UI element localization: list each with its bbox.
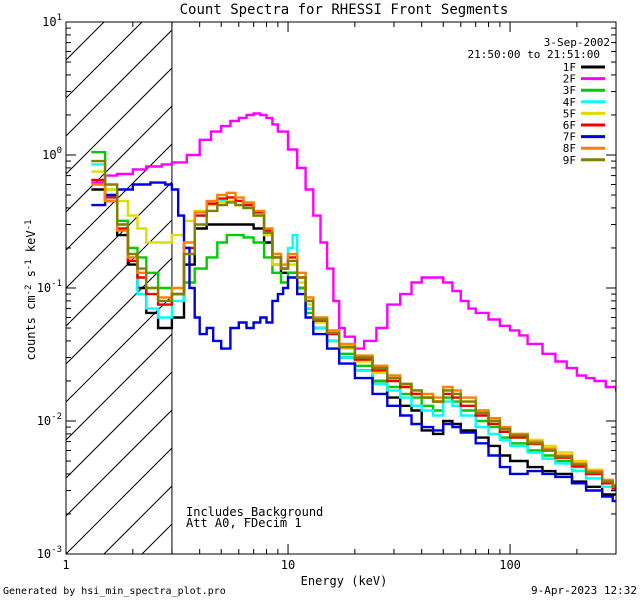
legend-label-2f: 2F	[563, 73, 576, 86]
x-axis-label: Energy (keV)	[301, 574, 388, 588]
x-tick-label: 10	[281, 558, 295, 572]
legend-label-1f: 1F	[563, 61, 576, 74]
timestamp: 9-Apr-2023 12:32	[531, 584, 637, 597]
series-2f	[91, 112, 616, 392]
y-axis-label: counts cm-2 s-1 keV-1	[24, 220, 38, 361]
legend-label-8f: 8F	[563, 142, 576, 155]
series-7f	[91, 181, 616, 503]
generated-by: Generated by hsi_min_spectra_plot.pro	[3, 586, 226, 597]
hatch-line	[66, 105, 172, 213]
series-layer	[91, 112, 616, 503]
legend-label-6f: 6F	[563, 119, 576, 132]
legend-label-3f: 3F	[563, 84, 576, 97]
y-tick-label: 10-2	[37, 412, 62, 428]
series-9f	[91, 159, 616, 488]
hatch-line	[66, 219, 172, 327]
legend-label-7f: 7F	[563, 131, 576, 144]
hatch-line	[66, 447, 172, 554]
y-tick-label: 10-1	[37, 279, 62, 295]
background-annotation: Includes_Background	[186, 505, 323, 519]
legend-label-9f: 9F	[563, 154, 576, 167]
hatch-line	[66, 67, 172, 175]
x-tick-label: 100	[499, 558, 521, 572]
y-tick-label: 100	[42, 146, 62, 162]
attenuator-annotation: Att A0, FDecim 1	[186, 516, 302, 530]
date-label: 3-Sep-2002	[544, 36, 610, 49]
legend-label-4f: 4F	[563, 96, 576, 109]
axis-ticks: 1 10 100 10-3 10-2 10-1 100 101	[37, 13, 617, 572]
y-tick-label: 10-3	[37, 545, 62, 561]
hatch-line	[66, 409, 172, 517]
chart-title: Count Spectra for RHESSI Front Segments	[180, 2, 509, 18]
legend-label-5f: 5F	[563, 107, 576, 120]
hatch-line	[66, 371, 172, 479]
y-tick-label: 101	[42, 13, 62, 29]
hatch-line	[66, 29, 172, 137]
x-tick-label: 1	[62, 558, 69, 572]
time-range-label: 21:50:00 to 21:51:00	[468, 48, 600, 61]
